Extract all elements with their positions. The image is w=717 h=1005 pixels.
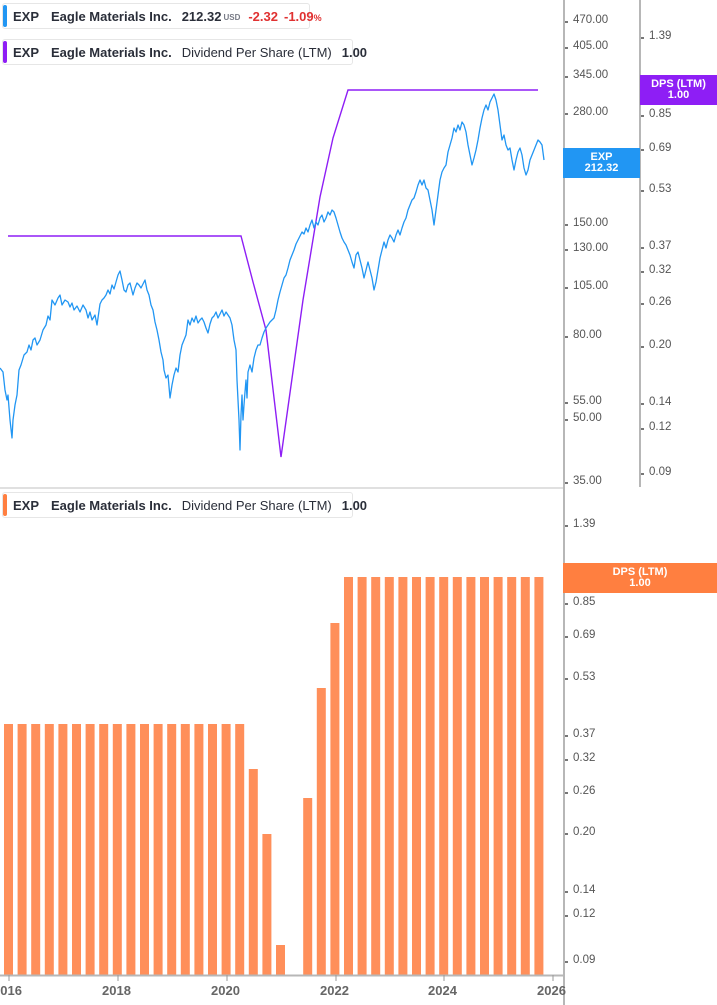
dps-tick: 0.26 [564,785,596,797]
dps-tick: 0.37 [640,240,672,252]
price-tick: 150.00 [564,217,609,229]
legend-pct-symbol: % [313,12,322,23]
price-tick: 80.00 [565,329,602,341]
dps-tick: 0.69 [564,629,596,641]
dps-tick: 0.53 [564,671,596,683]
dps-tick: 0.12 [640,421,672,433]
dps-tag-label: DPS (LTM) [651,78,706,90]
dps-tag-bottom: DPS (LTM) 1.00 [563,563,717,593]
top-chart-plot [0,89,545,458]
legend-value: 1.00 [341,497,368,513]
price-tag-label: EXP [590,151,613,163]
dps-legend-color-bar [3,41,7,63]
price-axis-line [563,0,565,1005]
legend-change-pct: -1.09% [284,9,322,24]
dps-tick: 0.20 [640,339,672,351]
dps-bars [4,577,544,975]
legend-currency: USD [223,13,241,22]
price-tick: 55.00 [565,395,602,407]
legend-company-name: Eagle Materials Inc. [51,44,172,60]
legend-change-pct-value: -1.09 [283,8,314,24]
dps-tick: 0.53 [640,183,672,195]
dps-tick: 0.14 [640,396,672,408]
dps-line [8,89,538,458]
dps-tick: 0.12 [564,908,596,920]
dps-legend-bottom[interactable]: EXP Eagle Materials Inc. Dividend Per Sh… [2,492,367,518]
price-tick: 130.00 [564,242,609,254]
pane-separator[interactable] [0,487,563,489]
legend-company-name: Eagle Materials Inc. [51,497,172,513]
price-tick: 105.00 [564,280,609,292]
legend-metric: Dividend Per Share (LTM) [181,44,332,60]
legend-symbol: EXP [13,8,40,24]
dps-tick: 0.20 [564,826,596,838]
legend-symbol: EXP [13,44,40,60]
dps-tick: 0.85 [640,108,672,120]
dps-legend-color-bar [3,494,7,516]
x-axis-label: 2020 [211,983,240,998]
price-tag: EXP 212.32 [563,148,640,178]
legend-metric: Dividend Per Share (LTM) [181,497,332,513]
dps-tick: 0.09 [564,954,596,966]
legend-value: 1.00 [341,44,368,60]
dps-axis-line-top [639,0,641,487]
dps-tag-label: DPS (LTM) [612,566,668,578]
price-legend-color-bar [3,5,7,27]
price-tag-value: 212.32 [584,162,619,174]
legend-change: -2.32 [248,8,278,24]
price-legend[interactable]: EXP Eagle Materials Inc. 212.32 USD -2.3… [2,3,322,29]
dps-tick: 0.32 [564,752,596,764]
dps-tick: 0.32 [640,264,672,276]
price-tick: 470.00 [564,14,609,26]
price-tick: 405.00 [564,40,609,52]
legend-price: 212.32 [181,8,222,24]
dps-tag-value: 1.00 [629,577,651,589]
dps-tick: 0.26 [640,296,672,308]
legend-company-name: Eagle Materials Inc. [51,8,172,24]
dps-tick: 0.85 [564,596,596,608]
price-tick: 35.00 [565,475,602,487]
dps-tick: 1.39 [640,30,672,42]
x-axis-label: 2022 [320,983,349,998]
x-axis-label: 2018 [102,983,131,998]
price-line [0,93,545,451]
price-tick: 345.00 [564,69,609,81]
x-axis-label: 2016 [0,983,22,998]
dps-legend-top[interactable]: EXP Eagle Materials Inc. Dividend Per Sh… [2,39,367,65]
dps-tick: 1.39 [564,518,596,530]
dps-tick: 0.09 [640,466,672,478]
price-tick: 50.00 [565,412,602,424]
dps-tick: 0.14 [564,884,596,896]
dps-tick: 0.69 [640,142,672,154]
dps-tag-value: 1.00 [667,89,690,101]
x-axis-label: 2026 [537,983,566,998]
dps-tag-top: DPS (LTM) 1.00 [640,75,717,105]
dps-tick: 0.37 [564,728,596,740]
price-tick: 280.00 [564,106,609,118]
legend-symbol: EXP [13,497,40,513]
x-axis-label: 2024 [428,983,457,998]
